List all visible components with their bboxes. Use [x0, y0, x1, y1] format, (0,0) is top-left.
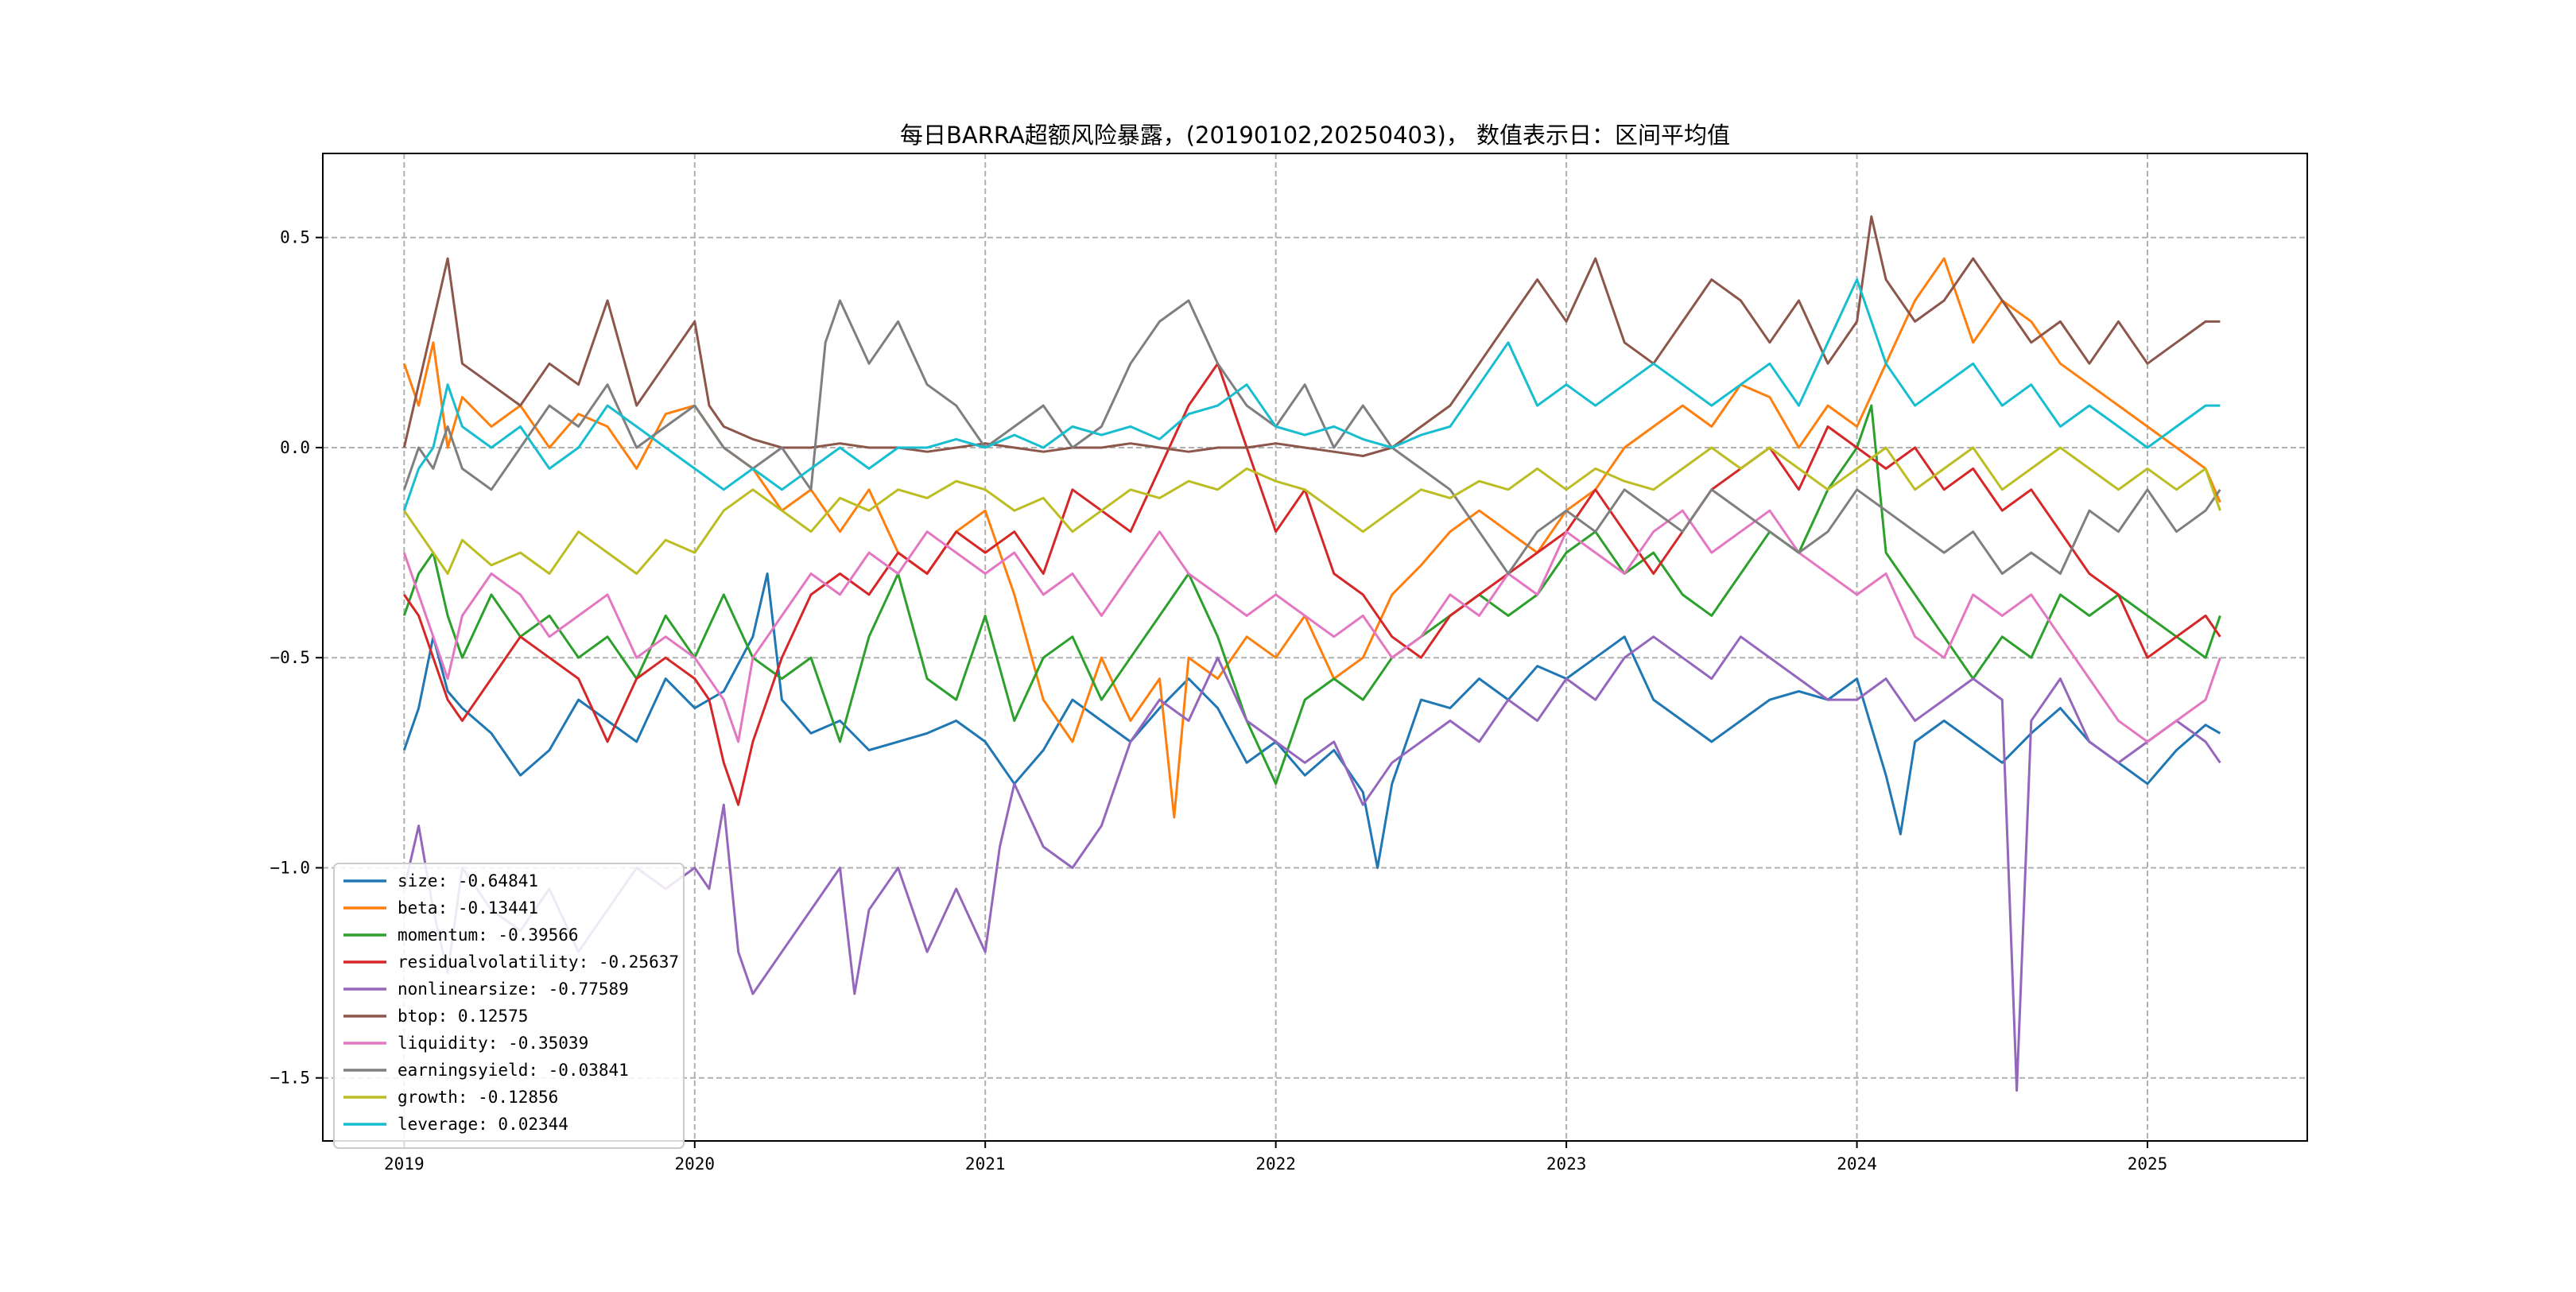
- series-line-earningsyield: [402, 299, 2221, 575]
- y-tick-label: −1.5: [270, 1069, 310, 1088]
- series-line-beta: [402, 257, 2221, 819]
- series-line-size: [402, 572, 2221, 869]
- x-tick-label: 2021: [965, 1154, 1006, 1174]
- x-tick-label: 2022: [1255, 1154, 1296, 1174]
- legend-label-momentum: momentum: -0.39566: [398, 925, 579, 945]
- legend-label-nonlinearsize: nonlinearsize: -0.77589: [398, 980, 629, 999]
- y-tick-label: −1.0: [270, 858, 310, 877]
- legend-label-liquidity: liquidity: -0.35039: [398, 1034, 588, 1053]
- legend-label-size: size: -0.64841: [398, 871, 538, 890]
- legend: size: -0.64841 beta: -0.13441 momentum: -0…: [333, 863, 685, 1149]
- plot-frame: [322, 153, 2308, 1142]
- series-layer: [402, 215, 2221, 1092]
- legend-label-earningsyield: earningsyield: -0.03841: [398, 1061, 629, 1080]
- series-line-liquidity: [402, 509, 2221, 743]
- chart-title: 每日BARRA超额风险暴露，(20190102,20250403)， 数值表示日…: [900, 122, 1730, 149]
- x-tick-label: 2023: [1546, 1154, 1587, 1174]
- series-line-momentum: [402, 404, 2221, 786]
- x-tick-label: 2019: [384, 1154, 425, 1174]
- legend-label-btop: btop: 0.12575: [398, 1007, 528, 1026]
- legend-label-beta: beta: -0.13441: [398, 898, 538, 918]
- series-line-btop: [402, 215, 2221, 457]
- legend-label-residualvolatility: residualvolatility: -0.25637: [398, 953, 679, 972]
- axis-layer: 2019 2020 2021 2022 2023 2024 2025 0.5 0.0 −0.5 −1…: [270, 228, 2167, 1174]
- series-line-growth: [403, 446, 2221, 575]
- grid-layer: [323, 153, 2307, 1141]
- x-tick-label: 2020: [674, 1154, 715, 1174]
- x-tick-label: 2025: [2128, 1154, 2168, 1174]
- legend-label-growth: growth: -0.12856: [398, 1088, 558, 1107]
- y-tick-label: 0.0: [280, 438, 310, 457]
- series-line-nonlinearsize: [402, 635, 2221, 1092]
- x-tick-label: 2024: [1837, 1154, 1877, 1174]
- series-line-residualvolatility: [403, 362, 2221, 806]
- y-tick-label: −0.5: [270, 648, 310, 667]
- legend-box: [333, 863, 685, 1149]
- series-line-leverage: [402, 278, 2221, 511]
- y-tick-label: 0.5: [280, 228, 310, 247]
- legend-label-leverage: leverage: 0.02344: [398, 1115, 568, 1134]
